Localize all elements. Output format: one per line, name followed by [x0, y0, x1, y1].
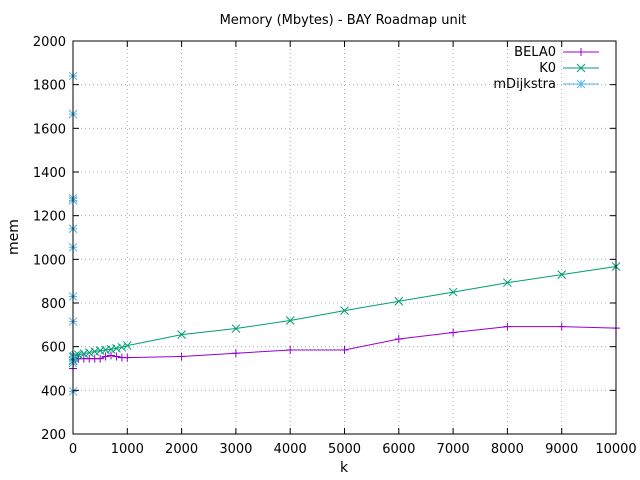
x-tick-label: 5000	[328, 442, 361, 457]
legend-label: K0	[539, 61, 556, 76]
data-point	[503, 278, 512, 288]
data-point	[394, 296, 404, 306]
data-point	[90, 347, 100, 356]
y-axis-title: mem	[6, 219, 22, 255]
y-tick-label: 1400	[33, 166, 66, 181]
data-point	[503, 322, 512, 331]
data-point	[557, 322, 566, 331]
data-point	[449, 328, 458, 337]
ticks: 0 1000 2000 3000 4000 5000 6000 7000 8000 9000 100…	[33, 35, 637, 457]
data-point	[79, 349, 89, 359]
legend-label: mDijkstra	[493, 77, 556, 92]
y-tick-label: 2000	[33, 35, 66, 50]
x-tick-label: 1000	[111, 442, 144, 457]
x-tick-label: 0	[69, 442, 77, 457]
y-tick-label: 1800	[33, 79, 66, 94]
data-point	[123, 353, 132, 362]
data-point	[117, 342, 127, 352]
y-tick-label: 200	[41, 428, 66, 443]
data-point	[101, 352, 110, 361]
data-point	[231, 349, 240, 358]
data-point	[177, 352, 186, 361]
x-tick-label: 8000	[491, 442, 524, 457]
legend-label: BELA0	[514, 45, 556, 60]
x-tick-label: 6000	[382, 442, 415, 457]
legend-item-mdijkstra: mDijkstra	[493, 77, 599, 92]
legend-marker	[576, 63, 586, 73]
data-point	[340, 345, 349, 354]
data-point	[231, 324, 241, 333]
y-tick-label: 800	[41, 297, 66, 312]
grid-lines	[72, 40, 617, 435]
x-tick-label: 3000	[219, 442, 252, 457]
y-tick-label: 400	[41, 384, 66, 399]
data-point	[96, 354, 105, 363]
x-tick-label: 7000	[437, 442, 470, 457]
data-point	[112, 352, 121, 361]
data-point	[557, 270, 567, 279]
data-point	[84, 348, 94, 357]
legend-marker	[576, 79, 586, 89]
data-point	[107, 351, 116, 360]
legend-item-k0: K0	[539, 61, 599, 76]
series-k0	[68, 262, 621, 366]
x-tick-label: 2000	[165, 442, 198, 457]
data-point	[112, 344, 121, 353]
data-point	[177, 330, 186, 340]
x-tick-label: 9000	[545, 442, 578, 457]
data-point	[74, 350, 83, 360]
legend-item-bela0: BELA0	[514, 45, 599, 60]
data-point	[448, 287, 458, 297]
y-tick-label: 600	[41, 341, 66, 356]
data-point	[106, 344, 116, 354]
chart-title: Memory (Mbytes) - BAY Roadmap unit	[220, 13, 467, 28]
data-point	[394, 335, 403, 344]
y-tick-label: 1200	[33, 210, 66, 225]
data-point	[340, 306, 349, 315]
x-tick-label: 10000	[595, 442, 636, 457]
data-point	[122, 341, 132, 350]
y-tick-label: 1600	[33, 122, 66, 137]
data-point	[286, 345, 295, 354]
x-axis-title: k	[340, 460, 349, 476]
x-tick-label: 4000	[274, 442, 307, 457]
legend-marker	[577, 48, 585, 56]
y-tick-label: 1000	[33, 253, 66, 268]
data-point	[285, 316, 295, 325]
